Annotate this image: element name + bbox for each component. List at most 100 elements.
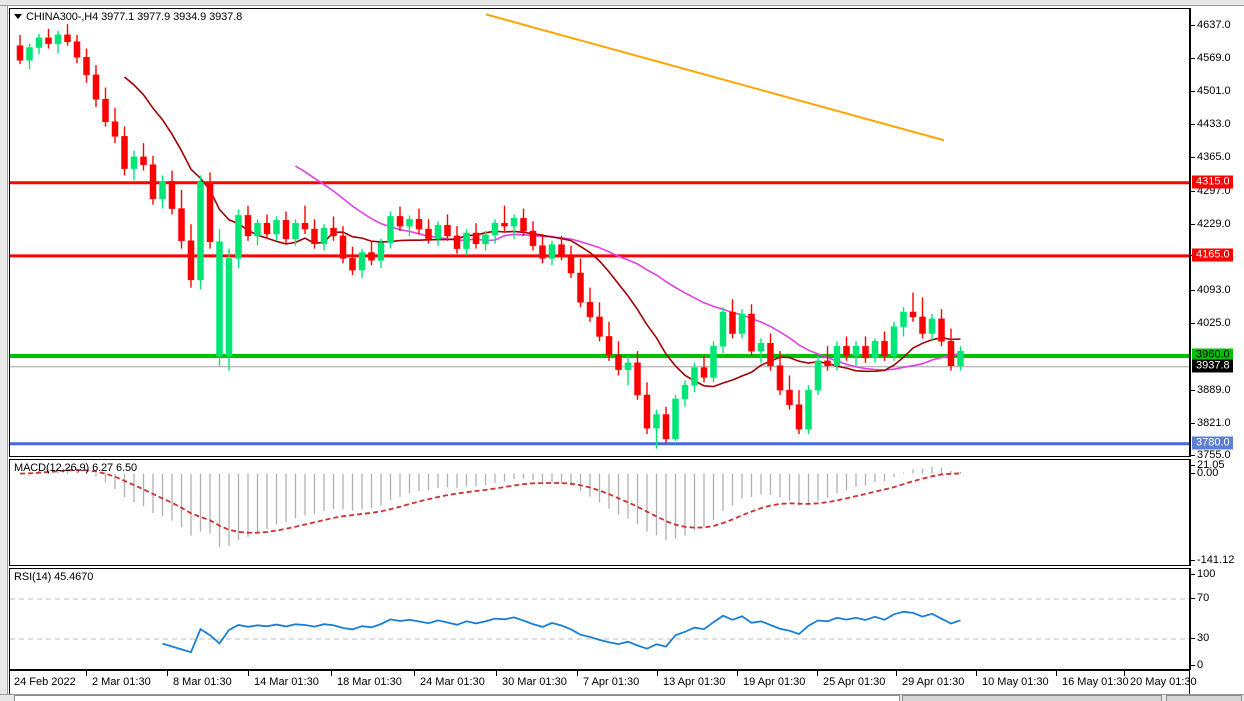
time-axis-scale[interactable]: 24 Feb 2022 2 Mar 01:30 8 Mar 01:30 14 Mar …: [9, 670, 1197, 694]
candle-body[interactable]: [130, 156, 138, 169]
candle-body[interactable]: [700, 367, 708, 378]
candle-body[interactable]: [719, 311, 727, 347]
price-badge-last-price-3937[interactable]: 3937.8: [1192, 359, 1233, 373]
chart-tab-tertiary[interactable]: [1166, 695, 1242, 701]
candle-body[interactable]: [292, 222, 299, 240]
candle-body[interactable]: [520, 218, 527, 232]
candle-body[interactable]: [738, 313, 746, 334]
candle-body[interactable]: [83, 57, 90, 76]
candle-body[interactable]: [824, 360, 831, 366]
candle-body[interactable]: [358, 252, 366, 271]
candle-body[interactable]: [624, 362, 632, 370]
candle-body[interactable]: [187, 240, 195, 281]
candle-body[interactable]: [805, 389, 812, 430]
candle-body[interactable]: [45, 37, 52, 44]
trendline-descending[interactable]: [485, 13, 945, 142]
chart-tab-active[interactable]: [14, 695, 900, 701]
candle-body[interactable]: [26, 47, 33, 61]
candle-body[interactable]: [539, 245, 546, 259]
candle-body[interactable]: [605, 336, 613, 356]
candle-body[interactable]: [254, 222, 261, 237]
macd-axis-scale[interactable]: 21.05 0.00 -141.12: [1190, 459, 1244, 566]
candle-body[interactable]: [919, 316, 926, 334]
candle-body[interactable]: [529, 230, 537, 246]
candle-body[interactable]: [434, 224, 442, 240]
candle-body[interactable]: [396, 216, 404, 227]
candle-body[interactable]: [444, 224, 451, 237]
rsi-indicator-panel[interactable]: RSI(14) 45.4670: [9, 568, 1190, 670]
chart-tab-secondary[interactable]: [902, 695, 1162, 701]
price-chart-panel[interactable]: CHINA300-,H4 3977.1 3977.9 3934.9 3937.8: [9, 8, 1190, 457]
candle-body[interactable]: [862, 345, 869, 359]
candle-body[interactable]: [92, 74, 100, 100]
candle-body[interactable]: [767, 343, 774, 366]
candle-body[interactable]: [757, 343, 765, 352]
candle-body[interactable]: [377, 242, 385, 261]
candle-body[interactable]: [833, 345, 841, 366]
candle-body[interactable]: [957, 350, 964, 366]
candle-body[interactable]: [852, 345, 860, 357]
candle-body[interactable]: [159, 181, 166, 200]
candle-body[interactable]: [909, 311, 917, 318]
candle-body[interactable]: [368, 252, 375, 261]
price-badge-resistance-4315[interactable]: 4315.0: [1192, 175, 1233, 189]
candle-body[interactable]: [320, 227, 328, 244]
candle-body[interactable]: [263, 222, 271, 235]
macd-indicator-panel[interactable]: MACD(12,26,9) 6.27 6.50: [9, 459, 1190, 566]
candle-body[interactable]: [64, 34, 71, 42]
price-badge-support-3960[interactable]: 3960.0: [1192, 348, 1233, 362]
candle-body[interactable]: [890, 326, 898, 357]
price-badge-support-3780[interactable]: 3780.0: [1192, 436, 1233, 450]
candle-body[interactable]: [672, 398, 679, 440]
candle-body[interactable]: [35, 37, 43, 48]
candle-body[interactable]: [814, 360, 822, 391]
candle-body[interactable]: [567, 255, 575, 274]
candle-body[interactable]: [178, 208, 185, 242]
candle-body[interactable]: [586, 302, 594, 318]
candle-body[interactable]: [273, 220, 280, 235]
candle-body[interactable]: [425, 228, 432, 240]
candle-body[interactable]: [235, 215, 242, 259]
candle-body[interactable]: [216, 241, 223, 357]
candle-body[interactable]: [311, 228, 318, 244]
candle-body[interactable]: [244, 215, 252, 237]
candle-body[interactable]: [102, 99, 109, 122]
candle-body[interactable]: [140, 156, 147, 165]
candle-body[interactable]: [197, 181, 204, 281]
candle-body[interactable]: [463, 232, 470, 249]
candle-body[interactable]: [349, 258, 356, 271]
candle-body[interactable]: [121, 136, 128, 169]
candle-body[interactable]: [786, 389, 793, 406]
candle-body[interactable]: [615, 354, 622, 370]
chevron-down-icon[interactable]: [14, 14, 22, 19]
candle-body[interactable]: [928, 318, 936, 334]
candle-body[interactable]: [634, 362, 641, 396]
candle-body[interactable]: [843, 345, 850, 357]
candle-body[interactable]: [501, 222, 508, 227]
candle-body[interactable]: [301, 222, 309, 230]
candle-body[interactable]: [282, 220, 290, 240]
candle-body[interactable]: [415, 219, 423, 230]
candle-body[interactable]: [577, 272, 584, 303]
candle-body[interactable]: [330, 227, 337, 237]
candle-body[interactable]: [710, 345, 717, 378]
candle-body[interactable]: [900, 311, 907, 327]
candle-body[interactable]: [729, 311, 736, 334]
candle-body[interactable]: [225, 258, 233, 357]
candle-body[interactable]: [881, 341, 888, 357]
candle-body[interactable]: [691, 367, 698, 386]
candle-body[interactable]: [54, 34, 62, 44]
candle-body[interactable]: [406, 219, 413, 227]
candle-body[interactable]: [871, 341, 879, 359]
candle-body[interactable]: [206, 181, 214, 243]
candle-body[interactable]: [653, 414, 660, 429]
candle-body[interactable]: [558, 244, 565, 256]
candle-body[interactable]: [168, 181, 176, 209]
price-badge-resistance-4165[interactable]: 4165.0: [1192, 248, 1233, 262]
rsi-axis-scale[interactable]: 100 70 30 0: [1190, 568, 1244, 671]
candle-body[interactable]: [681, 384, 689, 400]
candle-body[interactable]: [643, 394, 651, 429]
candle-body[interactable]: [472, 232, 480, 244]
candle-body[interactable]: [947, 341, 955, 366]
candle-body[interactable]: [510, 218, 518, 227]
